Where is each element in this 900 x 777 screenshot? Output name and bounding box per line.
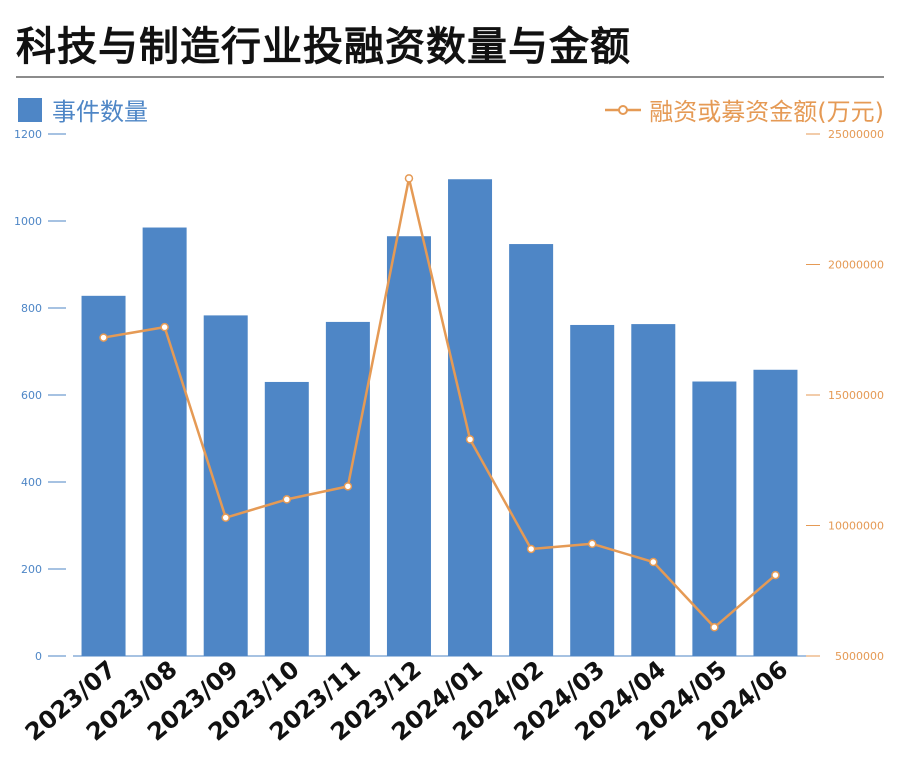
amount-point-2023-08 <box>160 322 169 332</box>
amount-point-2024-06 <box>771 570 780 580</box>
y-left-tick-label: 200 <box>21 563 42 576</box>
y-right-tick-label: 15000000 <box>828 389 884 402</box>
legend-bar-label: 事件数量 <box>52 98 148 126</box>
legend-bar-series: 事件数量 <box>18 92 148 127</box>
y-left-tick-label: 600 <box>21 389 42 402</box>
legend-line-label: 融资或募资金额(万元) <box>649 98 884 126</box>
amount-line <box>103 177 777 629</box>
amount-point-2024-01 <box>465 435 475 444</box>
amount-point-2023-10 <box>282 495 292 504</box>
amount-point-2023-12 <box>404 174 414 183</box>
bar-2024-06 <box>753 369 798 656</box>
amount-point-2024-05 <box>710 623 719 632</box>
y-left-tick-label: 1000 <box>14 215 42 228</box>
y-right-tick-label: 25000000 <box>828 128 884 141</box>
amount-point-2024-04 <box>649 557 658 567</box>
amount-point-2023-11 <box>343 482 353 491</box>
amount-point-2023-07 <box>99 333 108 342</box>
y-right-tick-label: 10000000 <box>828 520 884 533</box>
bar-2024-01 <box>448 179 493 657</box>
bar-2023-10 <box>264 381 309 656</box>
bar-2024-04 <box>631 324 676 656</box>
bar-2024-02 <box>509 244 554 656</box>
legend-line-marker <box>605 104 642 115</box>
chart-title: 科技与制造行业投融资数量与金额 <box>16 24 631 70</box>
bar-2023-09 <box>203 315 248 656</box>
legend-bar-swatch <box>18 97 42 122</box>
legend-line-series: 融资或募资金额(万元) <box>603 92 884 127</box>
bar-2024-03 <box>570 324 615 656</box>
y-right-tick-label: 20000000 <box>828 259 884 272</box>
y-left-tick-label: 400 <box>21 476 42 489</box>
y-left-tick-label: 800 <box>21 302 42 315</box>
bar-2023-12 <box>386 236 431 656</box>
y-left-tick-label: 0 <box>35 650 42 663</box>
amount-point-2023-09 <box>221 513 230 522</box>
amount-point-2024-03 <box>587 539 597 549</box>
amount-point-2024-02 <box>526 544 536 554</box>
title-divider <box>16 76 884 78</box>
bar-2023-08 <box>142 227 187 656</box>
bar-2023-07 <box>81 295 126 656</box>
y-left-tick-label: 1200 <box>14 128 42 141</box>
y-right-tick-label: 5000000 <box>835 650 884 663</box>
